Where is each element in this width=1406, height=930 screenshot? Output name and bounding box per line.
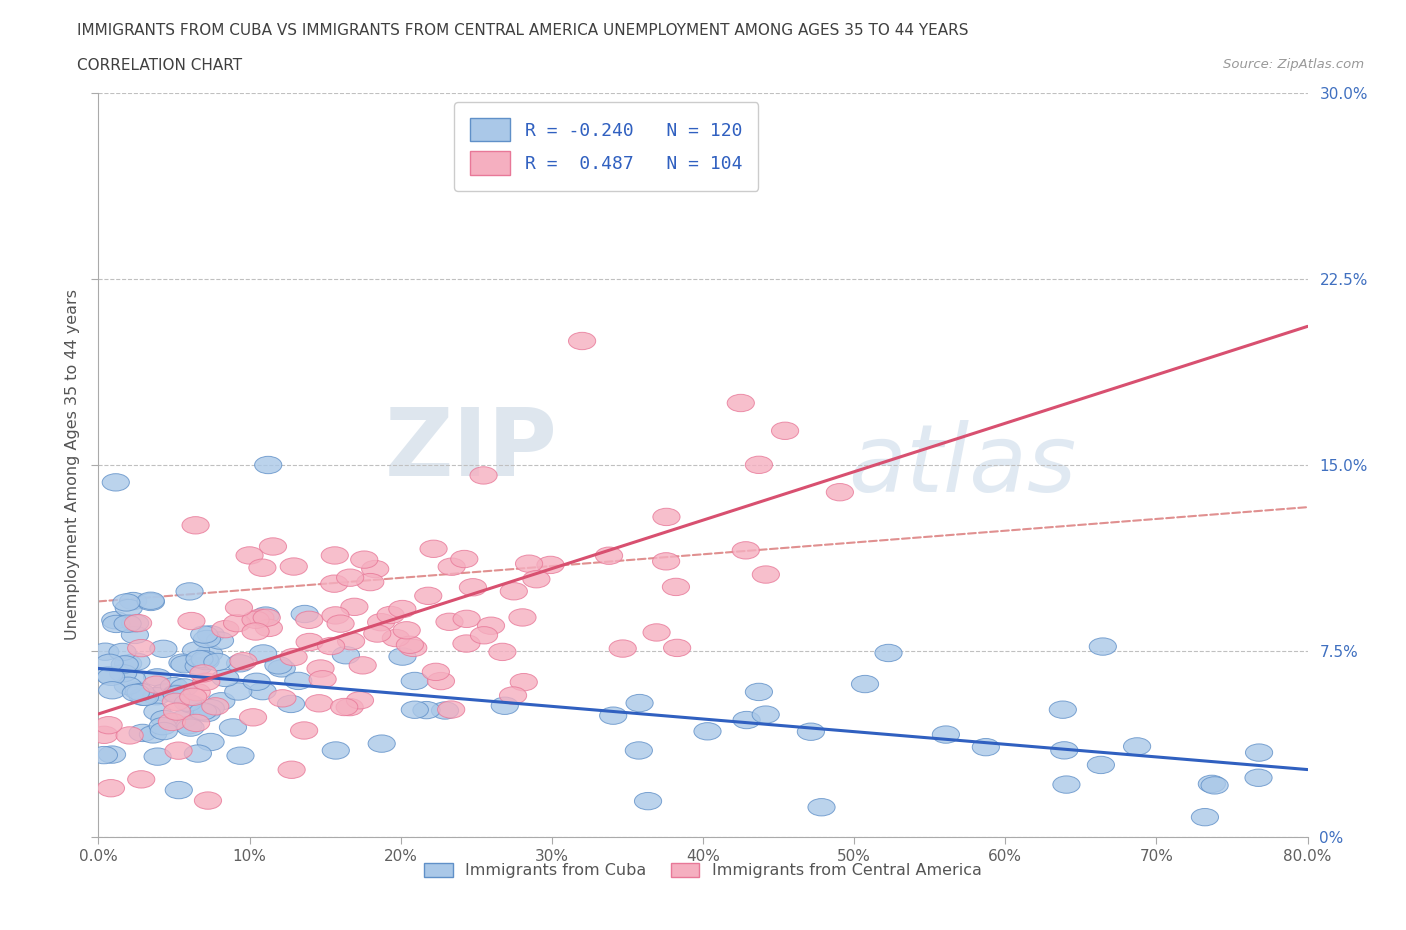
Legend: Immigrants from Cuba, Immigrants from Central America: Immigrants from Cuba, Immigrants from Ce… xyxy=(418,857,988,884)
Text: atlas: atlas xyxy=(848,419,1077,511)
Y-axis label: Unemployment Among Ages 35 to 44 years: Unemployment Among Ages 35 to 44 years xyxy=(65,289,80,641)
Text: CORRELATION CHART: CORRELATION CHART xyxy=(77,58,242,73)
Text: IMMIGRANTS FROM CUBA VS IMMIGRANTS FROM CENTRAL AMERICA UNEMPLOYMENT AMONG AGES : IMMIGRANTS FROM CUBA VS IMMIGRANTS FROM … xyxy=(77,23,969,38)
Text: ZIP: ZIP xyxy=(385,405,558,496)
Text: Source: ZipAtlas.com: Source: ZipAtlas.com xyxy=(1223,58,1364,71)
